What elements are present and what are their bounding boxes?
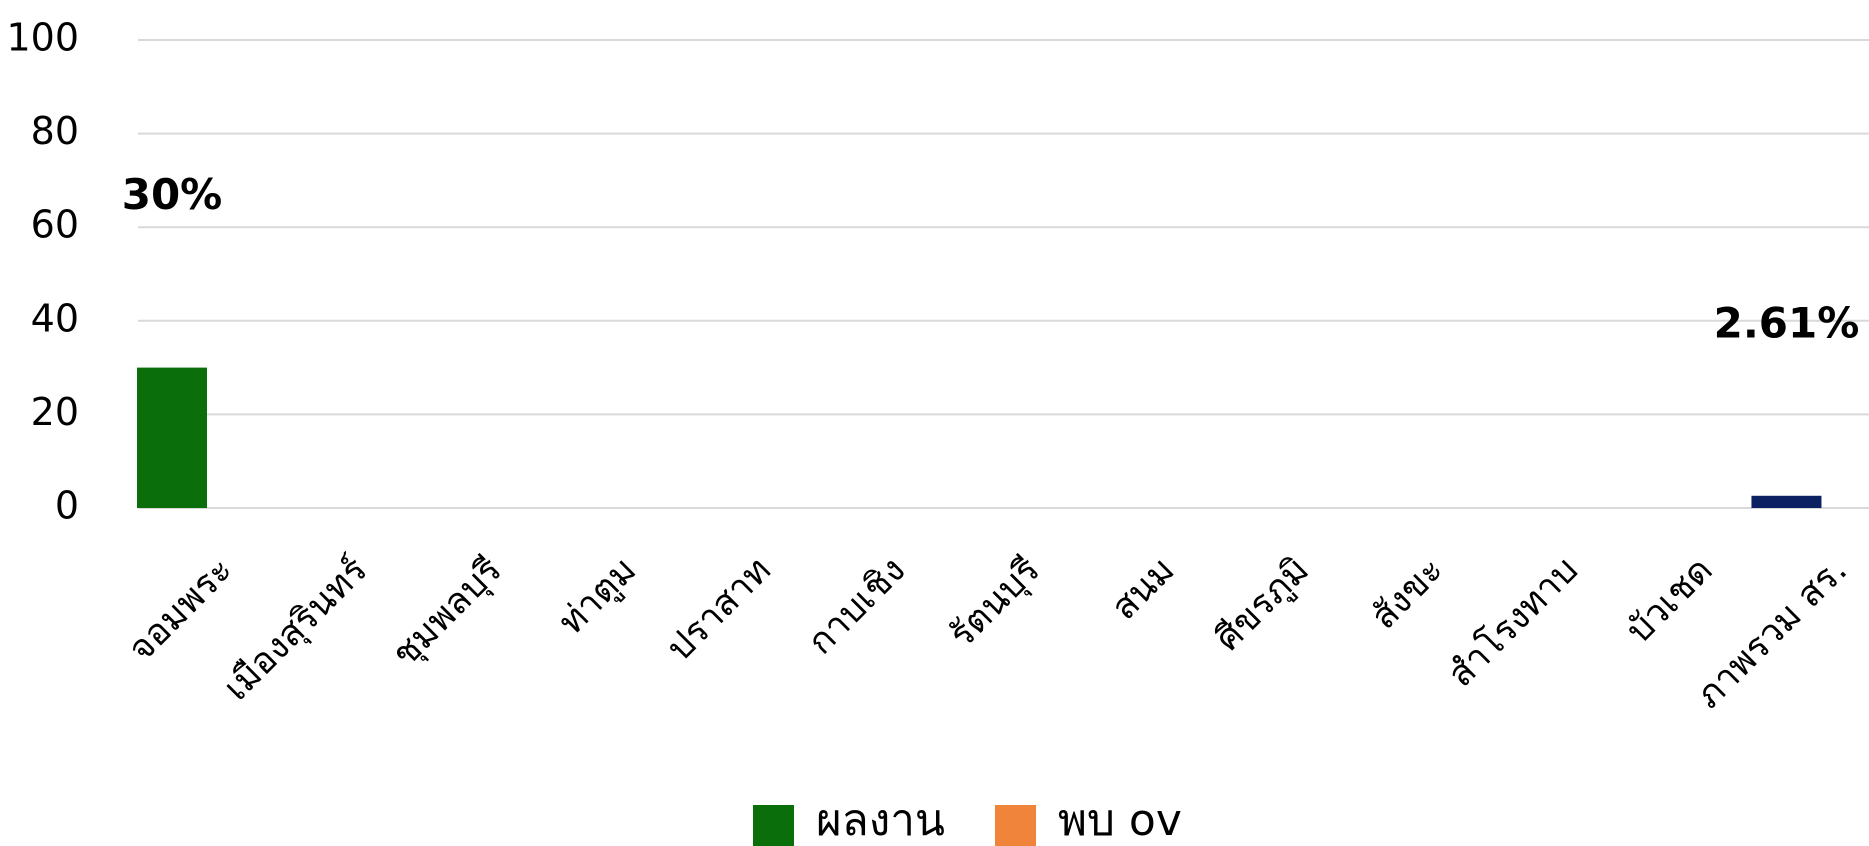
data-label: 30%	[122, 170, 223, 219]
y-tick-label: 40	[31, 296, 79, 340]
bar	[137, 367, 207, 508]
y-tick-label: 60	[31, 203, 79, 247]
y-tick-label: 80	[31, 109, 79, 153]
x-tick-label: สังขะ	[1364, 549, 1452, 637]
x-tick-label: ปราสาท	[659, 549, 779, 669]
data-label: 2.61%	[1714, 298, 1860, 347]
y-tick-label: 20	[31, 390, 79, 434]
x-tick-label: ศีขรภูมิ	[1207, 549, 1317, 659]
x-tick-label: บัวเชด	[1619, 549, 1721, 651]
x-tick-label: ท่าตูม	[551, 549, 645, 643]
legend-swatch	[995, 805, 1037, 846]
x-tick-label: จอมพระ	[121, 549, 241, 669]
x-tick-label: กาบเชิง	[800, 549, 913, 662]
legend-label: พบ ov	[1058, 795, 1182, 846]
y-tick-label: 100	[6, 16, 79, 60]
legend-swatch	[753, 805, 794, 846]
x-tick-label: รัตนบุรี	[942, 549, 1049, 656]
y-tick-label: 0	[55, 484, 79, 528]
bar	[1751, 495, 1822, 508]
legend-label: ผลงาน	[816, 795, 945, 846]
x-tick-label: สำโรงทาบ	[1440, 549, 1587, 696]
x-tick-label: ชุมพลบุรี	[385, 549, 511, 675]
x-tick-label: สนม	[1104, 549, 1183, 628]
x-tick-label: เมืองสุรินทร์	[216, 549, 376, 709]
